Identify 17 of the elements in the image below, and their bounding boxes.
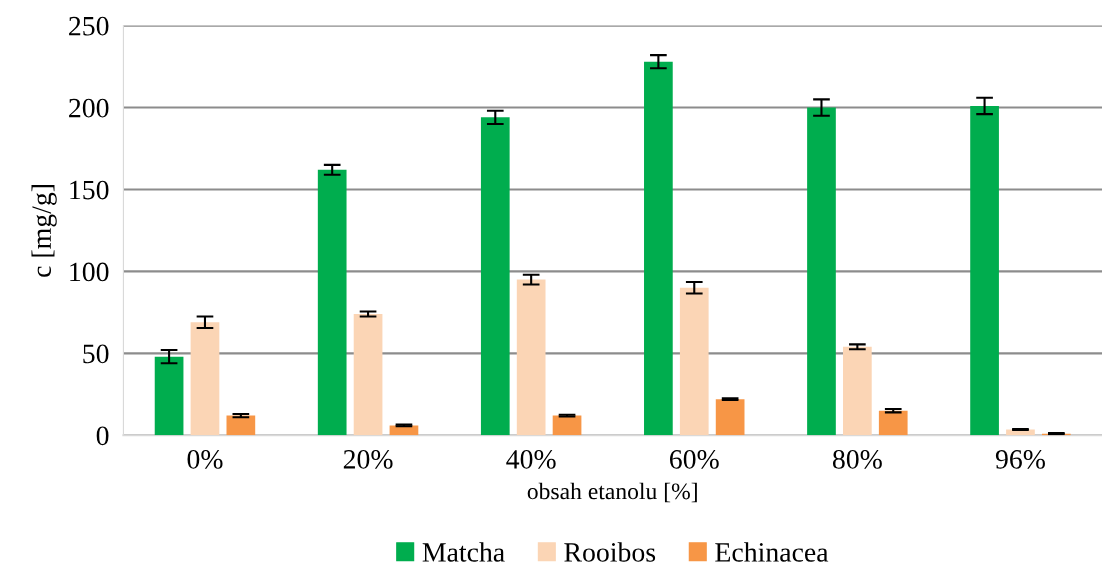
- y-tick-label: 100: [70, 262, 109, 282]
- y-axis-title: c [mg/g]: [31, 185, 57, 277]
- x-tick-label: 60%: [670, 449, 719, 469]
- x-tick-label: 80%: [832, 449, 882, 469]
- x-tick-label: 0%: [187, 449, 223, 469]
- x-tick-label: 20%: [343, 449, 393, 469]
- legend-label: Matcha: [422, 542, 505, 562]
- x-tick-label: 40%: [506, 449, 556, 469]
- y-tick-label: 250: [69, 16, 109, 36]
- legend-label: Echinacea: [715, 542, 829, 562]
- legend-label: Rooibos: [564, 542, 656, 562]
- y-tick-label: 200: [69, 98, 109, 118]
- y-tick-label: 150: [70, 180, 109, 200]
- x-tick-label: 96%: [995, 449, 1045, 469]
- x-axis-title: obsah etanolu [%]: [527, 482, 697, 503]
- y-tick-label: 0: [96, 426, 109, 446]
- y-tick-label: 50: [83, 344, 109, 364]
